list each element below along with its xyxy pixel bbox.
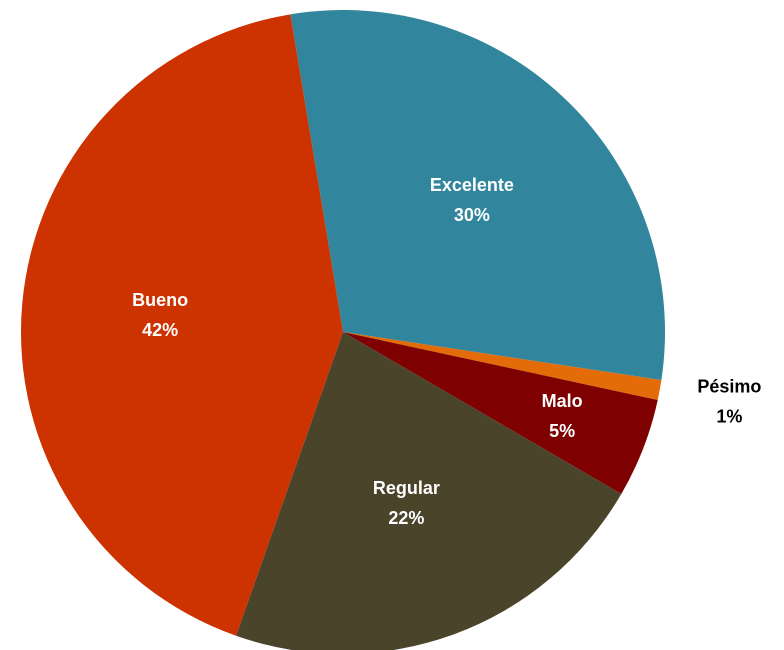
pie-slice xyxy=(236,332,622,650)
slice-label: Pésimo xyxy=(697,377,761,397)
pie-slice xyxy=(290,10,665,381)
slice-value-label: 22% xyxy=(388,508,424,528)
slice-label: Bueno xyxy=(132,290,188,310)
slice-label: Regular xyxy=(373,478,440,498)
slice-value-label: 1% xyxy=(716,407,742,427)
slice-value-label: 30% xyxy=(454,205,490,225)
pie-slice xyxy=(20,14,343,636)
slice-label: Malo xyxy=(542,391,583,411)
slice-label: Excelente xyxy=(430,175,514,195)
pie-slice xyxy=(343,332,662,401)
slice-value-label: 42% xyxy=(142,320,178,340)
slice-value-label: 5% xyxy=(549,421,575,441)
pie-slice xyxy=(343,332,658,494)
